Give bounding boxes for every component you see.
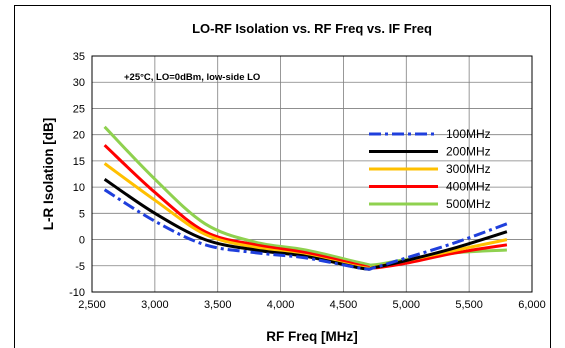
y-axis-label: L-R Isolation [dB] [41,118,56,230]
y-tick-labels: -10 -5 0 5 10 15 20 25 30 35 [69,51,85,299]
series-line-100mhz [103,188,508,271]
x-tick-label: 2,500 [78,299,106,311]
legend-label: 300MHz [446,162,491,176]
y-tick-label: -10 [69,287,85,299]
y-tick-label: 0 [79,235,85,247]
x-tick-label: 4,500 [330,299,358,311]
x-axis-label: RF Freq [MHz] [266,329,358,344]
legend-label: 200MHz [446,145,491,159]
chart-frame [14,5,551,348]
x-tick-label: 5,000 [393,299,421,311]
plot-area [91,55,533,293]
x-tick-labels: 2,500 3,000 3,500 4,000 4,500 5,000 5,500 6,000 [78,299,546,311]
x-tick-label: 4,000 [267,299,295,311]
y-tick-label: -5 [75,261,85,273]
y-tick-label: 25 [73,103,85,115]
y-tick-label: 20 [73,130,85,142]
x-tick-label: 3,500 [204,299,232,311]
chart-title: LO-RF Isolation vs. RF Freq vs. IF Freq [192,21,432,36]
legend-label: 400MHz [446,180,491,194]
x-tick-label: 5,500 [455,299,483,311]
legend-label: 100MHz [446,127,491,141]
y-tick-label: 15 [73,156,85,168]
legend: 100MHz 200MHz 300MHz 400MHz 500MHz [369,127,491,211]
y-tick-label: 35 [73,51,85,63]
y-tick-label: 30 [73,77,85,89]
x-tick-label: 3,000 [141,299,169,311]
y-tick-label: 5 [79,208,85,220]
x-tick-label: 6,000 [518,299,546,311]
conditions-annotation: +25°C, LO=0dBm, low-side LO [124,72,260,83]
y-tick-label: 10 [73,182,85,194]
legend-label: 500MHz [446,197,491,211]
series-lines [103,125,508,271]
series-line-400mhz [103,144,508,270]
